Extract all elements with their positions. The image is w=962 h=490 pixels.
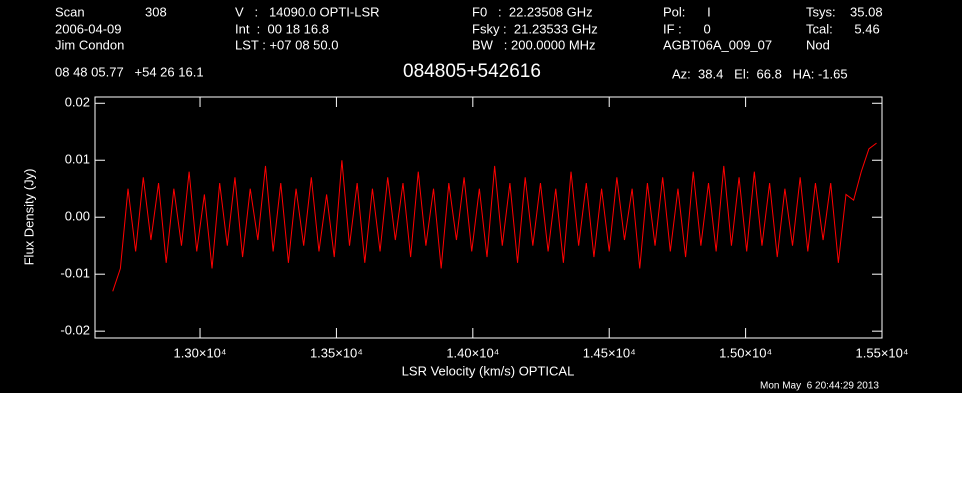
y-tick-label: 0.02 [65, 95, 90, 110]
y-axis-title: Flux Density (Jy) [21, 169, 36, 266]
header-field: Jim Condon [55, 37, 124, 52]
x-tick-label: 1.35×10⁴ [310, 345, 363, 360]
x-axis-title: LSR Velocity (km/s) OPTICAL [402, 363, 575, 378]
y-tick-label: -0.02 [60, 323, 90, 338]
y-tick-label: -0.01 [60, 266, 90, 281]
header-field: F0 : 22.23508 GHz [472, 4, 593, 19]
header-field: AGBT06A_009_07 [663, 37, 772, 52]
x-tick-label: 1.50×10⁴ [719, 345, 772, 360]
header-field: Int : 00 18 16.8 [235, 21, 329, 36]
header-field: Tsys: 35.08 [806, 4, 883, 19]
x-tick-label: 1.45×10⁴ [583, 345, 636, 360]
header-field: Nod [806, 37, 830, 52]
y-tick-label: 0.01 [65, 152, 90, 167]
x-tick-label: 1.55×10⁴ [856, 345, 909, 360]
header-field: IF : 0 [663, 21, 711, 36]
pointing: Az: 38.4 El: 66.8 HA: -1.65 [672, 66, 848, 81]
spectrum-line [112, 142, 877, 292]
header-field: Fsky : 21.23533 GHz [472, 21, 598, 36]
coordinates: 08 48 05.77 +54 26 16.1 [55, 64, 204, 79]
header-field: LST : +07 08 50.0 [235, 37, 338, 52]
x-tick-label: 1.30×10⁴ [174, 345, 227, 360]
header-field: Pol: I [663, 4, 711, 19]
header-field: Tcal: 5.46 [806, 21, 880, 36]
header-field: V : 14090.0 OPTI-LSR [235, 4, 380, 19]
scan-number: 308 [145, 4, 167, 19]
timestamp: Mon May 6 20:44:29 2013 [760, 381, 879, 392]
header-field: 2006-04-09 [55, 21, 122, 36]
x-tick-label: 1.40×10⁴ [446, 345, 499, 360]
y-tick-label: 0.00 [65, 209, 90, 224]
source-name: 084805+542616 [403, 61, 541, 82]
header-field: Scan [55, 4, 85, 19]
header-field: BW : 200.0000 MHz [472, 37, 596, 52]
